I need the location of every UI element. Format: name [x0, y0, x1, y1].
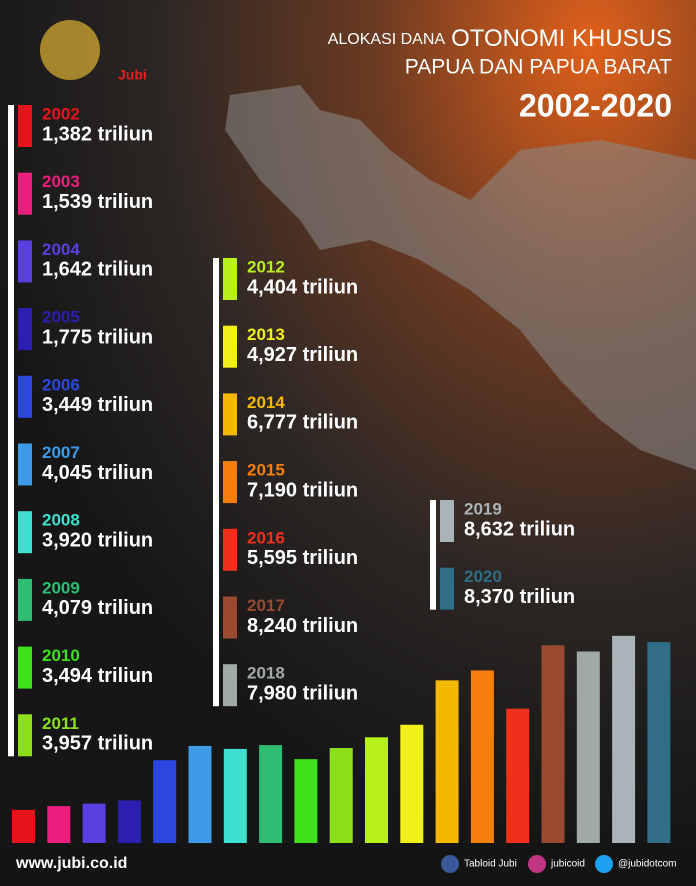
bar	[47, 806, 71, 843]
subtitle: 2002-2020	[519, 87, 672, 123]
title-part: OTONOMI KHUSUS	[451, 25, 672, 52]
bar	[259, 745, 283, 843]
bar	[647, 642, 671, 843]
value-label: 4,045 triliun	[42, 462, 153, 484]
column-rule	[213, 258, 219, 707]
value-label: 5,595 triliun	[247, 547, 358, 569]
legend-year: 2009	[42, 578, 80, 597]
footer-band	[0, 843, 696, 886]
bar	[329, 748, 353, 843]
column-rule	[430, 500, 436, 610]
value-label: 7,190 triliun	[247, 479, 358, 501]
title-line: PAPUA DAN PAPUA BARAT	[405, 56, 672, 79]
legend-year: 2002	[42, 104, 80, 123]
bar	[153, 760, 177, 843]
bar	[612, 635, 636, 843]
legend-year: 2007	[42, 443, 80, 462]
bar	[12, 809, 35, 843]
legend-swatch	[18, 240, 32, 283]
value-label: 7,980 triliun	[247, 682, 358, 704]
legend-year: 2015	[247, 461, 285, 480]
legend-swatch	[223, 528, 237, 571]
value-label: 4,079 triliun	[42, 597, 153, 619]
legend-year: 2006	[42, 375, 80, 394]
legend-swatch	[440, 500, 454, 542]
value-label: 3,494 triliun	[42, 665, 153, 687]
legend-swatch	[18, 578, 32, 621]
instagram-icon	[528, 855, 546, 873]
bar	[541, 645, 565, 843]
legend-swatch	[18, 646, 32, 689]
legend-swatch	[18, 172, 32, 215]
bar	[188, 745, 212, 843]
facebook: Tabloid Jubi	[464, 859, 517, 870]
bar	[435, 680, 459, 843]
legend-year: 2017	[247, 596, 285, 615]
instagram: jubicoid	[550, 859, 585, 870]
legend-swatch	[18, 443, 32, 486]
bar	[223, 748, 247, 843]
legend-swatch	[18, 714, 32, 757]
legend-swatch	[18, 308, 32, 351]
bar	[365, 737, 388, 843]
logo-icon	[40, 20, 100, 80]
value-label: 8,632 triliun	[464, 518, 575, 540]
legend-swatch	[223, 393, 237, 436]
legend-year: 2020	[464, 567, 502, 586]
legend-swatch	[18, 511, 32, 554]
title-part: ALOKASI DANA	[328, 31, 446, 48]
value-label: 1,642 triliun	[42, 259, 153, 281]
legend-year: 2004	[42, 240, 80, 259]
logo-text: Jubi	[118, 67, 147, 83]
legend-swatch	[223, 664, 237, 707]
facebook-icon	[441, 855, 459, 873]
bar	[470, 670, 494, 843]
legend-year: 2003	[42, 172, 80, 191]
value-label: 1,382 triliun	[42, 123, 153, 145]
legend-year: 2013	[247, 325, 285, 344]
legend-year: 2018	[247, 664, 285, 683]
value-label: 3,957 triliun	[42, 733, 153, 755]
legend-swatch	[223, 461, 237, 504]
legend-swatch	[223, 258, 237, 300]
value-label: 1,539 triliun	[42, 191, 153, 213]
legend-swatch	[223, 596, 237, 639]
value-label: 8,370 triliun	[464, 586, 575, 608]
legend-year: 2011	[42, 714, 79, 733]
legend-year: 2016	[247, 528, 285, 547]
value-label: 3,449 triliun	[42, 394, 153, 416]
legend-year: 2008	[42, 511, 80, 530]
bar	[117, 800, 141, 843]
bar	[506, 708, 530, 843]
legend-swatch	[440, 567, 454, 610]
bar	[400, 724, 424, 843]
value-label: 6,777 triliun	[247, 412, 358, 434]
legend-year: 2012	[247, 257, 285, 276]
bar	[294, 759, 318, 843]
value-label: 1,775 triliun	[42, 326, 153, 348]
twitter: @jubidotcom	[618, 859, 677, 870]
legend-swatch	[223, 325, 237, 368]
value-label: 8,240 triliun	[247, 615, 358, 637]
column-rule	[8, 105, 14, 757]
value-label: 3,920 triliun	[42, 529, 153, 551]
twitter-icon	[595, 855, 613, 873]
title-line: ALOKASI DANA OTONOMI KHUSUS	[328, 25, 672, 52]
legend-year: 2014	[247, 393, 285, 412]
legend-year: 2019	[464, 499, 502, 518]
legend-swatch	[18, 105, 32, 147]
legend-year: 2010	[42, 646, 80, 665]
legend-year: 2005	[42, 308, 80, 327]
bar	[82, 803, 106, 843]
map-shape	[225, 85, 696, 470]
website: www.jubi.co.id	[15, 855, 127, 872]
legend-swatch	[18, 375, 32, 418]
value-label: 4,404 triliun	[247, 276, 358, 298]
bar	[576, 651, 600, 843]
value-label: 4,927 triliun	[247, 344, 358, 366]
